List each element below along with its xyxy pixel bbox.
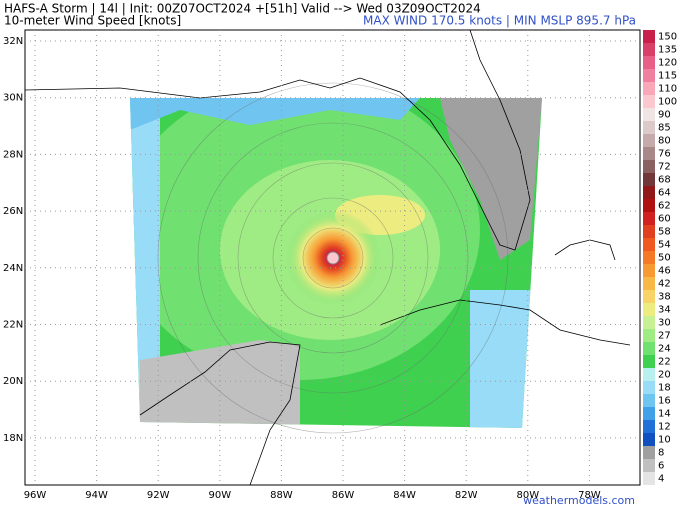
colorbar-label: 8	[658, 448, 664, 459]
colorbar-cell	[643, 433, 655, 446]
colorbar-label: 34	[658, 305, 671, 316]
colorbar-cell	[643, 459, 655, 472]
colorbar-label: 14	[658, 409, 671, 420]
colorbar-cell	[643, 186, 655, 199]
colorbar-label: 120	[658, 58, 677, 69]
colorbar-label: 10	[658, 435, 671, 446]
colorbar-cell	[643, 212, 655, 225]
colorbar-cell	[643, 225, 655, 238]
colorbar-label: 16	[658, 396, 671, 407]
colorbar-cell	[643, 394, 655, 407]
colorbar-cell	[643, 108, 655, 121]
colorbar-cell	[643, 472, 655, 485]
colorbar-cell	[643, 342, 655, 355]
lon-label: 90W	[208, 490, 231, 501]
colorbar-cell	[643, 264, 655, 277]
colorbar-label: 38	[658, 292, 671, 303]
colorbar-label: 24	[658, 344, 671, 355]
lat-label: 18N	[3, 433, 23, 444]
colorbar-label: 46	[658, 266, 671, 277]
lat-label: 30N	[3, 93, 23, 104]
colorbar-label: 27	[658, 331, 671, 342]
colorbar-cell	[643, 251, 655, 264]
colorbar-cell	[643, 290, 655, 303]
colorbar-label: 18	[658, 383, 671, 394]
colorbar: 1501351201151101009085807672686462605854…	[643, 30, 677, 485]
colorbar-label: 115	[658, 71, 677, 82]
lon-label: 84W	[393, 490, 416, 501]
colorbar-label: 110	[658, 84, 677, 95]
colorbar-label: 85	[658, 123, 671, 134]
colorbar-cell	[643, 355, 655, 368]
lon-label: 82W	[455, 490, 478, 501]
watermark: weathermodels.com	[523, 494, 635, 507]
lat-label: 24N	[3, 263, 23, 274]
colorbar-cell	[643, 147, 655, 160]
lat-label: 32N	[3, 36, 23, 47]
title: HAFS-A Storm | 14l | Init: 00Z07OCT2024 …	[4, 2, 481, 16]
colorbar-cell	[643, 69, 655, 82]
colorbar-cell	[643, 134, 655, 147]
colorbar-label: 135	[658, 45, 677, 56]
lon-label: 78W	[578, 490, 601, 501]
colorbar-label: 68	[658, 175, 671, 186]
colorbar-label: 76	[658, 149, 671, 160]
colorbar-label: 64	[658, 188, 671, 199]
colorbar-cell	[643, 121, 655, 134]
streamlines	[157, 82, 509, 434]
lon-label: 88W	[270, 490, 293, 501]
lon-label: 94W	[85, 490, 108, 501]
colorbar-label: 12	[658, 422, 671, 433]
colorbar-label: 42	[658, 279, 671, 290]
lat-label: 20N	[3, 376, 23, 387]
colorbar-cell	[643, 329, 655, 342]
colorbar-label: 4	[658, 474, 664, 485]
colorbar-label: 90	[658, 110, 671, 121]
colorbar-cell	[643, 199, 655, 212]
colorbar-label: 30	[658, 318, 671, 329]
lon-label: 86W	[332, 490, 355, 501]
colorbar-cell	[643, 160, 655, 173]
colorbar-cell	[643, 303, 655, 316]
colorbar-label: 62	[658, 201, 671, 212]
colorbar-cell	[643, 82, 655, 95]
colorbar-cell	[643, 173, 655, 186]
colorbar-cell	[643, 95, 655, 108]
stats: MAX WIND 170.5 knots | MIN MSLP 895.7 hP…	[363, 14, 636, 28]
colorbar-label: 80	[658, 136, 671, 147]
lat-label: 28N	[3, 149, 23, 160]
colorbar-label: 150	[658, 32, 677, 43]
lon-label: 80W	[516, 490, 539, 501]
colorbar-cell	[643, 420, 655, 433]
lon-label: 92W	[147, 490, 170, 501]
graticule: 96W 94W 92W 90W 88W 86W 84W 82W 80W 78W 32N 30N 28N 2…	[3, 30, 640, 501]
lon-label: 96W	[24, 490, 47, 501]
colorbar-cell	[643, 446, 655, 459]
colorbar-label: 6	[658, 461, 664, 472]
coastlines	[24, 29, 631, 486]
colorbar-label: 22	[658, 357, 671, 368]
colorbar-label: 100	[658, 97, 677, 108]
colorbar-cell	[643, 381, 655, 394]
colorbar-label: 58	[658, 227, 671, 238]
colorbar-cell	[643, 238, 655, 251]
colorbar-cell	[643, 43, 655, 56]
colorbar-cell	[643, 407, 655, 420]
colorbar-cell	[643, 56, 655, 69]
colorbar-cell	[643, 277, 655, 290]
subtitle: 10-meter Wind Speed [knots]	[4, 14, 181, 28]
colorbar-label: 72	[658, 162, 671, 173]
colorbar-cell	[643, 30, 655, 43]
lat-label: 22N	[3, 320, 23, 331]
colorbar-label: 60	[658, 214, 671, 225]
wind-field	[130, 98, 542, 428]
colorbar-cell	[643, 368, 655, 381]
lat-label: 26N	[3, 206, 23, 217]
colorbar-label: 54	[658, 240, 671, 251]
colorbar-label: 50	[658, 253, 671, 264]
colorbar-label: 20	[658, 370, 671, 381]
colorbar-cell	[643, 316, 655, 329]
